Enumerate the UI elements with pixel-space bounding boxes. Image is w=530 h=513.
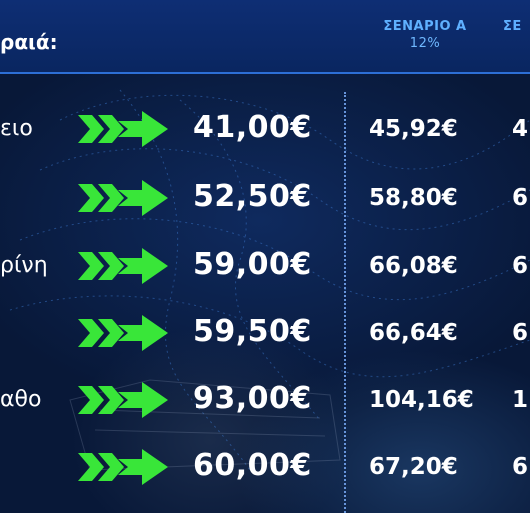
scenario-b-price: 6	[512, 253, 529, 279]
base-price: 59,00€	[193, 247, 312, 282]
destination-label: ειο	[0, 116, 33, 141]
table-row: 60,00€ 67,20€ 6	[0, 444, 530, 494]
scenario-b-price: 4	[512, 116, 529, 142]
scenario-a-percent: 12%	[409, 36, 441, 51]
base-price: 93,00€	[193, 381, 312, 416]
base-price: 52,50€	[193, 179, 312, 214]
column-divider	[344, 92, 346, 513]
table-row: ειο 41,00€ 45,92€ 4	[0, 106, 530, 156]
table-row: 52,50€ 58,80€ 6	[0, 175, 530, 225]
scenario-a-price: 58,80€	[369, 185, 458, 211]
scenario-b-price: 1	[512, 387, 529, 413]
header-route-label: ραιά:	[0, 30, 58, 54]
scenario-a-header: ΣΕΝΑΡΙΟ Α 12%	[360, 18, 490, 52]
destination-label: αθο	[0, 387, 42, 412]
table-row: αθο 93,00€ 104,16€ 1	[0, 377, 530, 427]
scenario-b-price: 6	[512, 454, 529, 480]
scenario-a-price: 45,92€	[369, 116, 458, 142]
scenario-a-title: ΣΕΝΑΡΙΟ Α	[383, 19, 467, 34]
table-row: ρίνη 59,00€ 66,08€ 6	[0, 243, 530, 293]
scenario-b-price: 6	[512, 320, 529, 346]
double-chevron-arrow-icon	[78, 248, 168, 284]
scenario-b-header: ΣΕ	[503, 18, 530, 35]
double-chevron-arrow-icon	[78, 111, 168, 147]
base-price: 59,50€	[193, 314, 312, 349]
scenario-a-price: 66,08€	[369, 253, 458, 279]
double-chevron-arrow-icon	[78, 449, 168, 485]
scenario-a-price: 104,16€	[369, 387, 474, 413]
table-row: 59,50€ 66,64€ 6	[0, 310, 530, 360]
scenario-b-title: ΣΕ	[503, 19, 522, 34]
destination-label: ρίνη	[0, 253, 48, 278]
scenario-b-price: 6	[512, 185, 529, 211]
double-chevron-arrow-icon	[78, 180, 168, 216]
double-chevron-arrow-icon	[78, 382, 168, 418]
base-price: 60,00€	[193, 448, 312, 483]
table-header: ραιά: ΣΕΝΑΡΙΟ Α 12% ΣΕ	[0, 0, 530, 74]
base-price: 41,00€	[193, 110, 312, 145]
double-chevron-arrow-icon	[78, 315, 168, 351]
scenario-a-price: 66,64€	[369, 320, 458, 346]
scenario-a-price: 67,20€	[369, 454, 458, 480]
